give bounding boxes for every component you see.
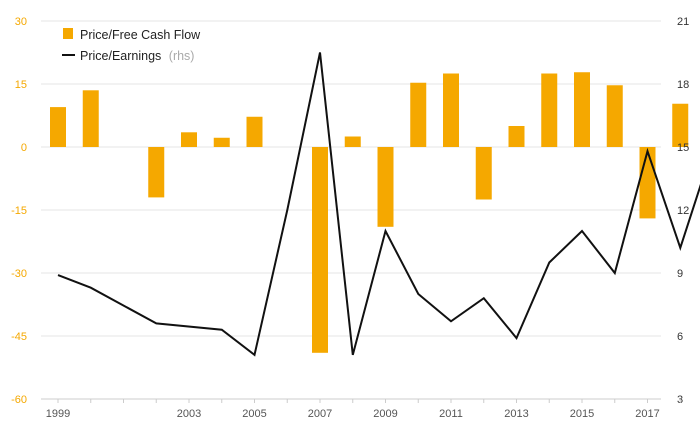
x-tick-label: 2013	[504, 408, 528, 420]
x-tick-label: 1999	[46, 408, 70, 420]
bar	[443, 73, 459, 147]
bar	[672, 103, 689, 147]
legend-swatch-pfcf	[63, 28, 73, 39]
axes: 30150-15-30-45-6021181512963199920032005…	[11, 16, 689, 420]
x-tick-label: 2011	[439, 408, 463, 420]
bar	[181, 132, 197, 147]
bar	[312, 147, 328, 353]
y-right-tick-label: 18	[677, 79, 689, 91]
bar	[148, 147, 165, 198]
y-left-tick-label: 15	[15, 79, 27, 91]
x-tick-label: 2015	[570, 408, 594, 420]
x-tick-label: 2005	[242, 408, 266, 420]
y-right-tick-label: 9	[677, 268, 683, 280]
legend: Price/Free Cash Flow Price/Earnings (rhs…	[62, 28, 201, 63]
y-right-tick-label: 12	[677, 205, 689, 217]
gridlines	[41, 20, 661, 337]
pe-line	[57, 52, 700, 357]
bar	[410, 82, 427, 147]
x-tick-label: 2017	[635, 408, 659, 420]
y-right-tick-label: 15	[677, 142, 689, 154]
y-left-tick-label: 0	[21, 142, 27, 154]
y-left-tick-label: 30	[15, 16, 27, 28]
bar	[541, 73, 558, 147]
legend-label-pe: Price/Earnings (rhs)	[80, 49, 194, 63]
bar	[475, 147, 492, 200]
x-tick-label: 2007	[308, 408, 332, 420]
bar	[639, 147, 656, 219]
bar	[246, 116, 263, 147]
bar	[82, 90, 99, 147]
legend-label-pfcf: Price/Free Cash Flow	[80, 28, 201, 42]
line-series	[57, 52, 700, 357]
bar	[213, 137, 230, 147]
bar	[377, 147, 394, 227]
legend-label-pe-name: Price/Earnings	[80, 49, 161, 63]
x-tick-label: 2009	[373, 408, 397, 420]
bar	[574, 72, 590, 147]
y-left-tick-label: -60	[11, 394, 27, 406]
bar	[50, 107, 66, 147]
legend-label-pe-note: (rhs)	[169, 49, 195, 63]
y-right-tick-label: 21	[677, 16, 689, 28]
bar	[344, 136, 361, 147]
bar	[508, 126, 525, 147]
bar-series	[50, 72, 689, 353]
y-right-tick-label: 6	[677, 331, 683, 343]
bar	[606, 85, 623, 147]
x-tick-label: 2003	[177, 408, 201, 420]
y-left-tick-label: -45	[11, 331, 27, 343]
y-left-tick-label: -30	[11, 268, 27, 280]
y-left-tick-label: -15	[11, 205, 27, 217]
